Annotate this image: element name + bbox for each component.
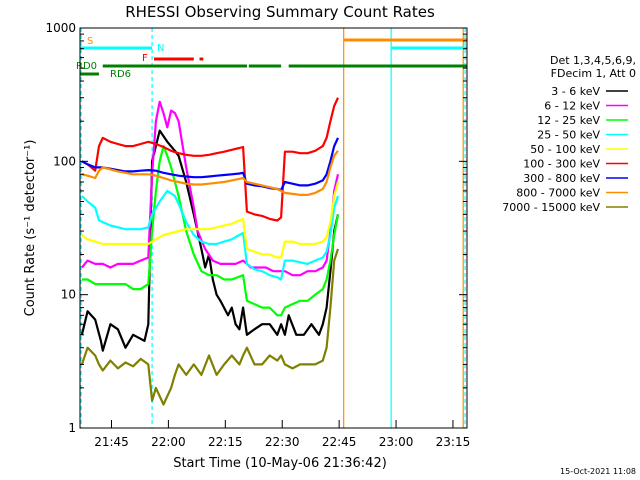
- legend-label-3-6-kev: 3 - 6 keV: [551, 85, 600, 98]
- x-tick-label: 22:00: [151, 435, 186, 449]
- legend-label-300-800-kev: 300 - 800 keV: [523, 172, 600, 185]
- x-tick-label: 23:00: [379, 435, 414, 449]
- x-tick-label: 21:45: [94, 435, 129, 449]
- series-line-25-50-kev: [81, 189, 340, 281]
- legend-label-800-7000-kev: 800 - 7000 keV: [516, 187, 600, 200]
- flag-label-rd0: RD0: [76, 61, 97, 72]
- legend-header-line: Det 1,3,4,5,6,9,: [550, 54, 636, 67]
- x-tick-label: 22:15: [208, 435, 243, 449]
- x-tick-label: 23:15: [436, 435, 471, 449]
- legend: Det 1,3,4,5,6,9,FDecim 1, Att 0 3 - 6 keV…: [502, 54, 636, 214]
- flag-label-f: F: [142, 53, 148, 64]
- series-line-7000-15000-kev: [80, 248, 340, 406]
- legend-label-25-50-kev: 25 - 50 keV: [537, 129, 600, 142]
- plot-frame: [79, 27, 468, 429]
- x-tick-label: 22:45: [322, 435, 357, 449]
- flag-label-rd6: RD6: [110, 69, 131, 80]
- series-line-50-100-kev: [81, 181, 340, 259]
- y-tick-label: 10: [61, 288, 76, 302]
- series-line-800-7000-kev: [81, 150, 339, 196]
- chart-title: RHESSI Observing Summary Count Rates: [125, 3, 435, 21]
- x-axis-ticks: 21:45 22:00 22:15 22:30 22:45 23:00 23:15: [94, 420, 470, 449]
- plot-area: S NF RD0 RD6: [76, 28, 467, 428]
- y-axis-label: Count Rate (s⁻¹ detector⁻¹): [23, 140, 38, 317]
- series-line-300-800-kev: [81, 137, 339, 192]
- y-tick-label: 1000: [45, 21, 76, 35]
- legend-label-6-12-kev: 6 - 12 keV: [544, 100, 600, 113]
- series-line-3-6-kev: [80, 129, 340, 352]
- legend-header-line: FDecim 1, Att 0: [551, 67, 636, 80]
- y-axis-ticks: 1 10 100 1000: [45, 21, 467, 435]
- x-tick-label: 22:30: [265, 435, 300, 449]
- flag-label-s: S: [87, 36, 93, 47]
- x-axis-label: Start Time (10-May-06 21:36:42): [173, 456, 387, 471]
- legend-label-7000-15000-kev: 7000 - 15000 keV: [502, 201, 600, 214]
- series-line-6-12-kev: [81, 100, 340, 277]
- legend-label-12-25-kev: 12 - 25 keV: [537, 114, 600, 127]
- legend-label-50-100-kev: 50 - 100 keV: [530, 143, 600, 156]
- series-line-12-25-kev: [81, 145, 340, 317]
- flag-label-n: N: [157, 43, 164, 54]
- y-tick-label: 1: [68, 421, 76, 435]
- plot-timestamp: 15-Oct-2021 11:08: [560, 467, 636, 476]
- series-line-100-300-kev: [81, 97, 340, 222]
- y-tick-label: 100: [53, 154, 76, 168]
- legend-label-100-300-kev: 100 - 300 keV: [523, 158, 600, 171]
